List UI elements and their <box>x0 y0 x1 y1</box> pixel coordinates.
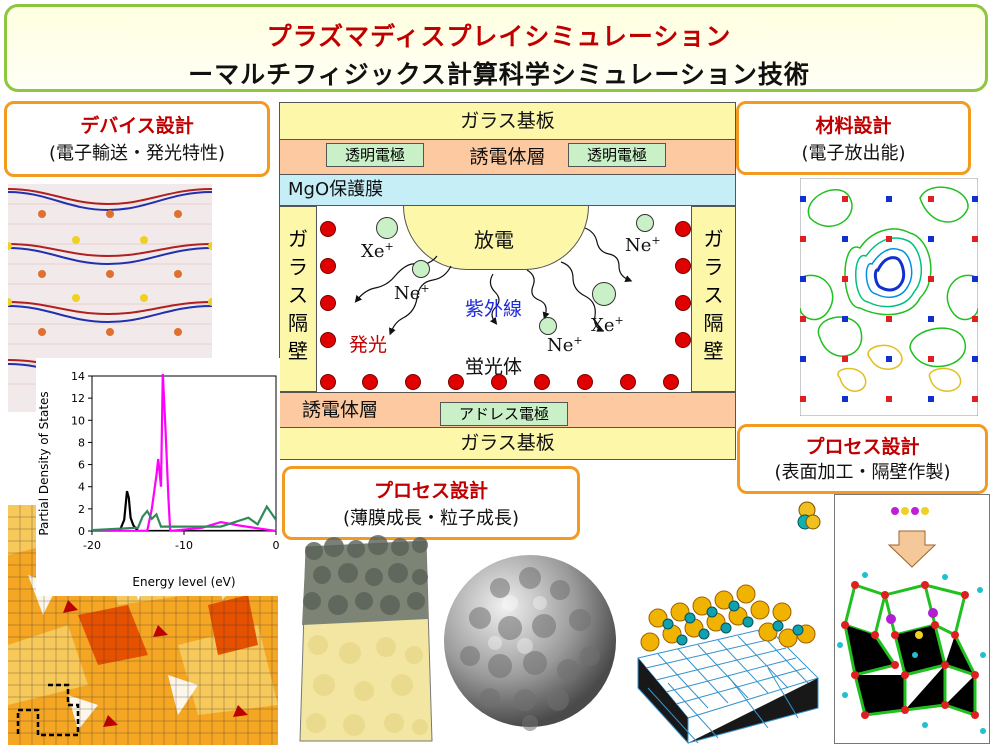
page-title: プラズマディスプレイシミュレーション <box>266 22 732 51</box>
rib-fabrication-panel <box>834 494 990 744</box>
pdos-series-0 <box>92 490 276 531</box>
mgo-protective-film: MgO保護膜 <box>279 174 736 206</box>
x-tick-label: -20 <box>83 539 101 552</box>
material-design-box: 材料設計 (電子放出能) <box>736 101 971 175</box>
y-axis-label: Partial Density of States <box>37 391 51 535</box>
process-surface-box: プロセス設計 (表面加工・隔壁作製) <box>737 424 988 494</box>
particle-growth-image <box>444 555 616 731</box>
glass-rib-left: ガラス隔壁 <box>279 206 317 392</box>
phosphor-label: 蛍光体 <box>465 356 523 378</box>
rib-fabrication-image <box>837 507 986 734</box>
emission-label: 発光 <box>349 334 388 356</box>
y-tick-label: 2 <box>78 503 85 516</box>
ne-ion-label: Ne+ <box>394 282 430 304</box>
uv-label: 紫外線 <box>465 298 523 320</box>
y-tick-label: 8 <box>78 436 85 449</box>
plot-frame <box>91 375 277 532</box>
pdos-series-2 <box>92 504 276 531</box>
glass-rib-right: ガラス隔壁 <box>691 206 736 392</box>
process-surface-title: プロセス設計 <box>805 436 920 458</box>
material-design-subtitle: (電子放出能) <box>801 143 906 164</box>
discharge-label: 放電 <box>474 228 514 252</box>
y-tick-label: 4 <box>78 481 85 494</box>
y-tick-label: 0 <box>78 525 85 538</box>
material-design-title: 材料設計 <box>815 115 892 137</box>
ne-ion-label: Ne+ <box>625 234 661 256</box>
address-electrode: アドレス電極 <box>440 402 568 426</box>
title-banner: プラズマディスプレイシミュレーション ーマルチフィジックス計算科学シミュレーショ… <box>4 4 988 92</box>
transparent-electrode-left: 透明電極 <box>326 143 424 167</box>
electron-emission-contour-image <box>800 178 978 416</box>
glass-substrate-bottom: ガラス基板 <box>279 427 736 460</box>
transparent-electrode-right: 透明電極 <box>568 143 666 167</box>
xe-ion-label: Xe+ <box>591 314 624 336</box>
process-surface-subtitle: (表面加工・隔壁作製) <box>774 462 951 483</box>
ne-ion-atom <box>412 260 430 278</box>
y-tick-label: 12 <box>71 392 85 405</box>
x-axis-label: Energy level (eV) <box>132 575 235 589</box>
glass-substrate-top-label: ガラス基板 <box>460 110 555 132</box>
xe-ion-atom <box>592 282 616 306</box>
y-tick-label: 14 <box>71 370 85 383</box>
device-design-box: デバイス設計 (電子輸送・発光特性) <box>4 101 270 177</box>
surface-deposition-image <box>637 584 819 744</box>
x-tick-label: -10 <box>175 539 193 552</box>
device-design-title: デバイス設計 <box>80 115 194 137</box>
xe-ion-atom <box>376 217 398 239</box>
dielectric-layer-bottom-label: 誘電体層 <box>302 399 379 421</box>
glass-rib-right-label: ガラス隔壁 <box>703 227 724 363</box>
thin-film-growth-image <box>299 535 433 742</box>
process-film-title: プロセス設計 <box>373 480 488 502</box>
dielectric-layer-top-label: 誘電体層 <box>469 146 546 168</box>
pdos-chart: 0 2 4 6 8 10 12 14 -20 -10 0 Energy level (eV) Parti… <box>36 358 280 596</box>
pdos-series-1 <box>92 374 276 531</box>
pdos-chart-svg: 0 2 4 6 8 10 12 14 -20 -10 0 Energy level (eV) Parti… <box>37 370 280 589</box>
pdp-cell-diagram: ガラス基板 誘電体層 透明電極 透明電極 MgO保護膜 ガラス隔壁 ガラス隔壁 … <box>279 102 736 460</box>
molecule-icon <box>797 501 821 530</box>
process-film-box: プロセス設計 (薄膜成長・粒子成長) <box>282 466 580 540</box>
ne-ion-atom <box>539 317 557 335</box>
x-tick-label: 0 <box>273 539 280 552</box>
ne-ion-label: Ne+ <box>547 334 583 356</box>
xe-ion-label: Xe+ <box>361 240 394 262</box>
device-design-subtitle: (電子輸送・発光特性) <box>48 143 226 164</box>
glass-substrate-top: ガラス基板 <box>279 102 736 140</box>
glass-substrate-bottom-label: ガラス基板 <box>460 432 555 454</box>
y-tick-label: 6 <box>78 459 85 472</box>
mgo-label: MgO保護膜 <box>288 179 384 200</box>
ne-ion-atom <box>636 214 654 232</box>
y-tick-label: 10 <box>71 414 85 427</box>
glass-rib-left-label: ガラス隔壁 <box>288 227 308 363</box>
page-subtitle: ーマルチフィジックス計算科学シミュレーション技術 <box>188 60 810 89</box>
process-film-subtitle: (薄膜成長・粒子成長) <box>342 508 520 529</box>
